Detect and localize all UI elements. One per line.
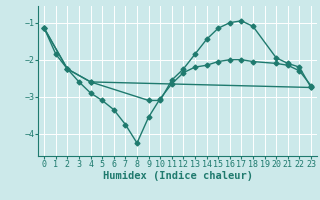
X-axis label: Humidex (Indice chaleur): Humidex (Indice chaleur) (103, 171, 252, 181)
